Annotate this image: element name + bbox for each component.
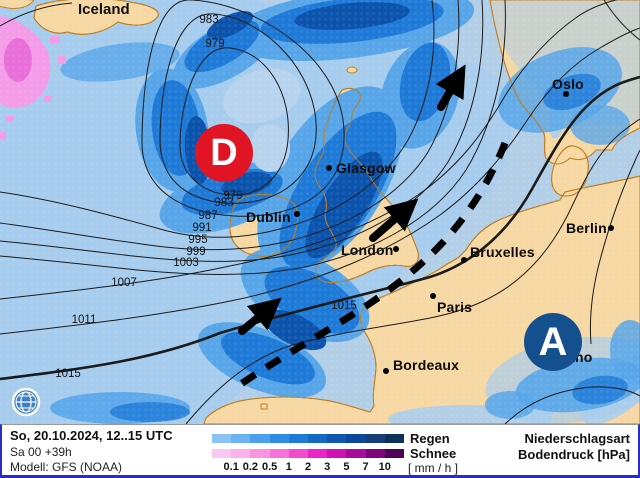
low-pressure-symbol: D (195, 124, 253, 182)
legend-color-segment (231, 449, 251, 458)
legend-color-segment (327, 434, 347, 443)
city-dot-london (393, 246, 399, 252)
city-label-dublin: Dublin (246, 209, 291, 225)
legend-color-segment (212, 449, 232, 458)
city-dot-berlin (608, 225, 614, 231)
city-label-oslo: Oslo (552, 76, 584, 92)
city-label-bordeaux: Bordeaux (393, 357, 460, 373)
legend-color-segment (346, 449, 366, 458)
isobar-label-1011: 1011 (71, 314, 97, 326)
legend-color-segment (231, 434, 251, 443)
scale-threshold-value: 10 (378, 461, 391, 473)
city-dot-dublin (294, 211, 300, 217)
scale-thresholds: 0.1 0.2 0.5 1 2 3 5 7 10 (212, 461, 404, 475)
flow-arrow-north (435, 64, 466, 111)
city-dot-paris (430, 293, 436, 299)
isobars (0, 0, 640, 424)
model-name: Modell: GFS (NOAA) (10, 460, 123, 474)
isobar-label-1015: 1015 (331, 300, 357, 312)
scale-threshold-value: 1 (285, 461, 292, 473)
legend-color-segment (269, 434, 289, 443)
isobar-label-991: 991 (192, 222, 212, 234)
flow-arrow-channel (369, 198, 419, 242)
precipitation-pressure-map: Iceland 983 979 979 983 987 991 995 999 1003 1007… (0, 0, 640, 424)
legend-title-precip-type: Niederschlagsart (524, 431, 631, 446)
isobar-label-1007: 1007 (111, 277, 137, 289)
legend-color-segment (384, 434, 405, 443)
unit-label: [ mm / h ] (408, 461, 459, 475)
isobar-label-987: 987 (198, 210, 218, 222)
legend-color-segment (327, 449, 347, 458)
scale-threshold-value: 7 (362, 461, 369, 473)
city-label-berlin: Berlin (566, 220, 607, 236)
legend-color-segment (365, 434, 385, 443)
legend-title-pressure: Bodendruck [hPa] (518, 447, 630, 462)
isobar-label-999: 999 (186, 246, 206, 258)
legend-color-segment (269, 449, 289, 458)
legend-color-segment (250, 449, 270, 458)
region-label-iceland: Iceland (78, 1, 130, 18)
front-dashed-line (236, 141, 509, 389)
legend-color-segment (250, 434, 270, 443)
scale-threshold-value: 0.2 (242, 461, 259, 473)
city-label-paris: Paris (437, 299, 473, 315)
isobar-label-979: 979 (223, 190, 243, 202)
legend-color-segment (288, 434, 309, 443)
scale-threshold-value: 5 (343, 461, 350, 473)
city-label-glasgow: Glasgow (336, 160, 396, 176)
isobar-label-983: 983 (199, 14, 219, 26)
city-dot-bordeaux (383, 368, 389, 374)
flow-arrow-biscay (238, 297, 282, 335)
isobar-label-979: 979 (205, 38, 225, 50)
snow-color-scale (212, 449, 405, 458)
scale-threshold-value: 3 (324, 461, 331, 473)
city-label-bruxelles: Bruxelles (470, 244, 535, 260)
scale-threshold-value: 0.5 (261, 461, 278, 473)
scale-threshold-value: 0.1 (223, 461, 239, 473)
rain-label: Regen (410, 431, 450, 446)
high-pressure-symbol: A (524, 313, 582, 371)
snow-label: Schnee (410, 446, 457, 461)
isobar-label-1015: 1015 (55, 368, 81, 380)
isobar-label-995: 995 (188, 234, 208, 246)
isobar-label-1003: 1003 (173, 257, 199, 269)
legend-footer: So, 20.10.2024, 12..15 UTC Sa 00 +39h Mo… (0, 424, 640, 478)
legend-color-segment (308, 434, 328, 443)
model-run: Sa 00 +39h (10, 445, 72, 459)
city-dot-oslo (563, 91, 569, 97)
city-dot-glasgow (326, 165, 332, 171)
legend-color-segment (308, 449, 328, 458)
flow-arrows (238, 64, 466, 335)
city-dot-bruxelles (461, 257, 467, 263)
legend-color-segment (346, 434, 366, 443)
valid-datetime: So, 20.10.2024, 12..15 UTC (10, 428, 173, 443)
city-label-london: London (341, 242, 394, 258)
isobar-label-983: 983 (214, 197, 234, 209)
legend-color-segment (212, 434, 232, 443)
legend-color-segment (288, 449, 309, 458)
rain-color-scale (212, 434, 405, 443)
legend-color-segment (365, 449, 385, 458)
legend-color-segment (384, 449, 405, 458)
globe-icon (11, 387, 41, 417)
scale-threshold-value: 2 (304, 461, 312, 473)
